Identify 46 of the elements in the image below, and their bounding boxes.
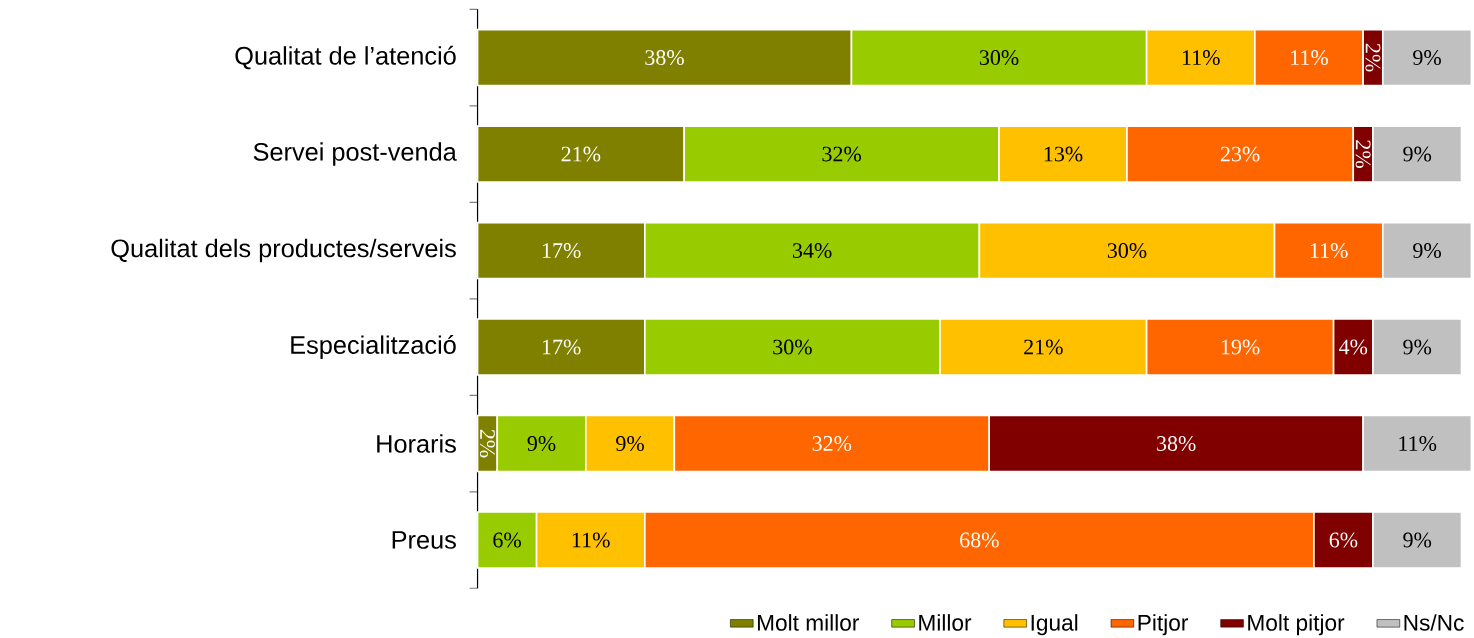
data-label: 13% (1044, 146, 1083, 162)
data-label: 2% (1365, 43, 1381, 72)
data-label: 9% (527, 436, 556, 452)
data-label: 30% (773, 339, 812, 355)
y-tick-label: Preus (392, 531, 456, 549)
data-label: 2% (479, 429, 495, 458)
data-label: 6% (493, 532, 521, 548)
data-label: 32% (822, 146, 862, 162)
data-label: 30% (1107, 243, 1147, 259)
y-tick-label: Horaris (377, 434, 456, 453)
data-label: 21% (1024, 339, 1063, 355)
data-label: 9% (1413, 50, 1441, 66)
legend-label: Pitjor (1138, 614, 1189, 636)
data-label: 30% (979, 50, 1019, 66)
data-label: 11% (1182, 50, 1220, 66)
data-label: 19% (1221, 339, 1260, 355)
data-label: 34% (792, 243, 832, 259)
data-label: 9% (1403, 532, 1432, 548)
data-label: 21% (561, 146, 601, 162)
y-tick-label: Qualitat dels productes/serveis (111, 238, 456, 263)
y-tick-label: Qualitat de l’atenció (235, 45, 456, 70)
data-label: 38% (645, 50, 684, 66)
legend-label: Millor (919, 614, 972, 631)
data-label: 11% (1291, 50, 1328, 66)
legend-label: Molt pitjor (1248, 614, 1345, 636)
y-tick-label: Servei post-venda (253, 142, 457, 166)
data-label: 9% (616, 436, 644, 452)
data-label: 9% (1403, 339, 1432, 355)
data-label: 6% (1329, 532, 1358, 548)
data-label: 17% (542, 243, 581, 259)
data-label: 11% (572, 532, 610, 548)
data-label: 38% (1157, 436, 1196, 452)
data-label: 4% (1339, 339, 1368, 355)
legend-label: Igual (1031, 614, 1078, 636)
data-label: 32% (812, 436, 852, 452)
data-label: 2% (1355, 140, 1371, 169)
legend-label: Ns/Nc (1404, 614, 1464, 631)
data-label: 11% (1310, 243, 1348, 259)
data-label: 17% (542, 339, 581, 355)
data-label: 9% (1413, 243, 1441, 259)
data-label: 68% (960, 532, 999, 548)
y-tick-label: Especialització (291, 335, 456, 360)
data-label: 9% (1403, 146, 1432, 162)
legend-label: Molt millor (757, 614, 860, 631)
data-label: 23% (1220, 146, 1260, 162)
data-label: 11% (1399, 436, 1437, 452)
